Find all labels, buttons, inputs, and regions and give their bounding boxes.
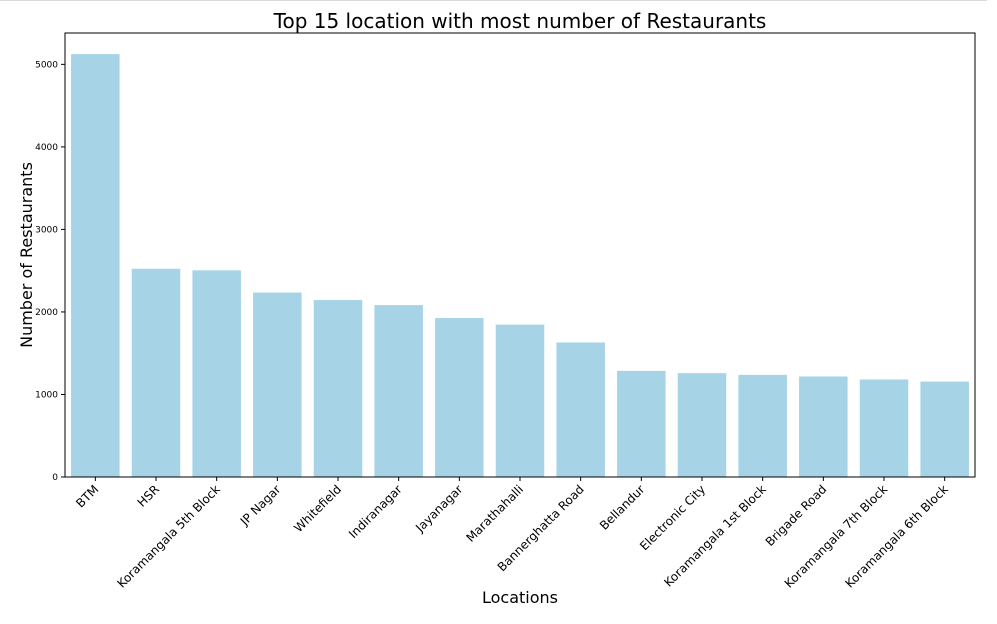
x-category-label: Bellandur (597, 482, 648, 533)
bar (131, 268, 181, 477)
y-tick-label: 3000 (35, 225, 58, 235)
x-category-label: Indiranagar (346, 482, 405, 541)
x-category-label: Brigade Road (763, 482, 830, 549)
x-category-label: Koramangala 1st Block (661, 482, 768, 589)
y-tick-label: 4000 (35, 143, 58, 153)
x-category-label: HSR (135, 482, 163, 510)
x-category-label: JP Nagar (237, 482, 284, 529)
bar (313, 300, 363, 477)
bar (677, 373, 727, 477)
bar (495, 324, 545, 477)
x-category-label: Marathahalli (463, 482, 526, 545)
x-category-label: BTM (73, 482, 101, 510)
bar (556, 342, 605, 477)
bar (435, 318, 484, 477)
x-category-label: Jayanagar (412, 482, 465, 535)
x-category-label: Koramangala 6th Block (842, 482, 950, 590)
top-border-line (0, 0, 987, 1)
bar (71, 54, 120, 477)
bars-group (71, 54, 969, 477)
x-category-label: Koramangala 7th Block (782, 482, 890, 590)
y-tick-label: 5000 (35, 60, 58, 70)
x-category-label: Whitefield (291, 482, 344, 535)
bar (192, 270, 241, 477)
bar (374, 305, 423, 477)
bar (253, 292, 302, 477)
bar (859, 379, 909, 477)
y-tick-label: 2000 (35, 308, 58, 318)
bar (799, 376, 848, 477)
y-tick-label: 0 (52, 473, 58, 483)
bar (738, 374, 787, 477)
bar (920, 381, 969, 477)
y-axis: 0 1000 2000 3000 4000 5000 (35, 60, 65, 483)
x-category-label: Koramangala 5th Block (114, 482, 222, 590)
chart-title: Top 15 location with most number of Rest… (273, 9, 767, 33)
y-tick-label: 1000 (35, 390, 58, 400)
x-axis-title: Locations (482, 588, 558, 607)
bar (617, 370, 666, 477)
y-axis-title: Number of Restaurants (17, 162, 36, 348)
